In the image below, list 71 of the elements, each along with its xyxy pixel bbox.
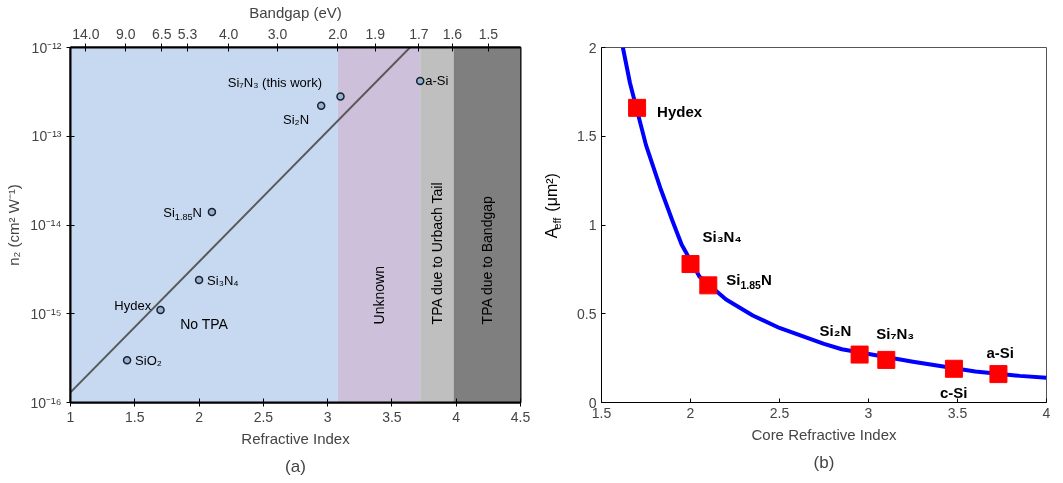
x2-axis-title: Bandgap (eV) <box>249 3 342 21</box>
band-label: TPA due to Bandgap <box>479 196 496 325</box>
annotation: 1.9 <box>365 25 386 42</box>
x-tick-label: 3.5 <box>382 408 402 425</box>
point <box>156 305 165 315</box>
x-axis-title: Refractive Index <box>241 429 351 447</box>
band-label: TPA due to Urbach Tail <box>428 182 445 325</box>
x-tick-label: 1.5 <box>125 408 145 425</box>
annotation: Si₂N <box>283 112 310 128</box>
y-tick-label: 2 <box>588 39 597 56</box>
annotation: Hydex <box>657 103 703 121</box>
x-tick-label: 2.5 <box>253 408 274 425</box>
text: (a) <box>285 456 306 476</box>
annotation: Si₇N₃ (this work) <box>227 75 323 91</box>
point <box>415 76 425 86</box>
point <box>122 355 132 365</box>
point <box>316 101 326 111</box>
point <box>336 92 345 101</box>
annotation: Si₇N₃ <box>876 325 915 343</box>
annotation: 6.5 <box>152 25 172 42</box>
text: (b) <box>813 452 835 472</box>
point <box>850 345 869 364</box>
point <box>681 255 700 274</box>
point <box>207 207 217 217</box>
annotation: 9.0 <box>116 25 136 42</box>
annotation: 3.0 <box>267 25 288 42</box>
point <box>699 276 718 295</box>
x-tick-label: 1 <box>66 408 75 425</box>
x-tick-label: 4 <box>1042 404 1051 421</box>
x-tick-label: 2.5 <box>769 404 790 421</box>
y-tick-label: 10⁻¹⁵ <box>30 305 62 322</box>
x-tick-label: 2 <box>195 408 204 425</box>
y-tick-label: 10⁻¹² <box>31 39 62 56</box>
annotation: 1.7 <box>409 25 429 42</box>
annotation: Si₃N₄ <box>207 272 239 288</box>
annotation: a-Si <box>425 73 449 89</box>
y-axis-title: Aeff (μm²) <box>543 173 564 239</box>
y-tick-label: 0.5 <box>577 305 597 322</box>
annotation: Hydex <box>114 297 152 313</box>
x-tick-label: 3.5 <box>947 404 968 421</box>
annotation: 1.6 <box>442 25 463 42</box>
band-label: Unknown <box>371 266 388 325</box>
y-tick-label: 1.5 <box>577 128 597 145</box>
point <box>194 275 204 285</box>
annotation: a-Si <box>986 343 1014 361</box>
x-tick-label: 3 <box>323 408 332 425</box>
annotation: Si₃N₄ <box>702 227 742 245</box>
line-series <box>620 47 1047 380</box>
annotation: 5.3 <box>177 25 198 42</box>
x-tick-label: 3 <box>864 404 873 421</box>
y-tick-label: 1 <box>588 217 597 233</box>
point <box>628 98 647 117</box>
y-tick-label: 10⁻¹⁶ <box>30 394 62 411</box>
point <box>944 359 963 378</box>
x-tick-label: 2 <box>686 404 695 421</box>
annotation: 14.0 <box>72 25 100 42</box>
annotation: Si₂N <box>819 322 852 340</box>
band-label: No TPA <box>180 316 229 333</box>
x-axis-title: Core Refractive Index <box>751 425 898 443</box>
annotation: c-Si <box>939 384 968 402</box>
x-tick-label: 4.5 <box>510 408 531 425</box>
x-tick-label: 4 <box>452 408 461 425</box>
y-axis-title: n₂ (cm² W⁻¹) <box>5 184 23 266</box>
annotation: 4.0 <box>218 25 239 42</box>
point <box>877 350 896 369</box>
annotation: SiO₂ <box>135 352 162 368</box>
annotation: 1.5 <box>478 25 499 42</box>
annotation: 2.0 <box>328 25 348 42</box>
point <box>989 365 1008 384</box>
y-tick-label: 10⁻¹⁴ <box>30 217 62 233</box>
y-tick-label: 10⁻¹³ <box>31 128 62 145</box>
